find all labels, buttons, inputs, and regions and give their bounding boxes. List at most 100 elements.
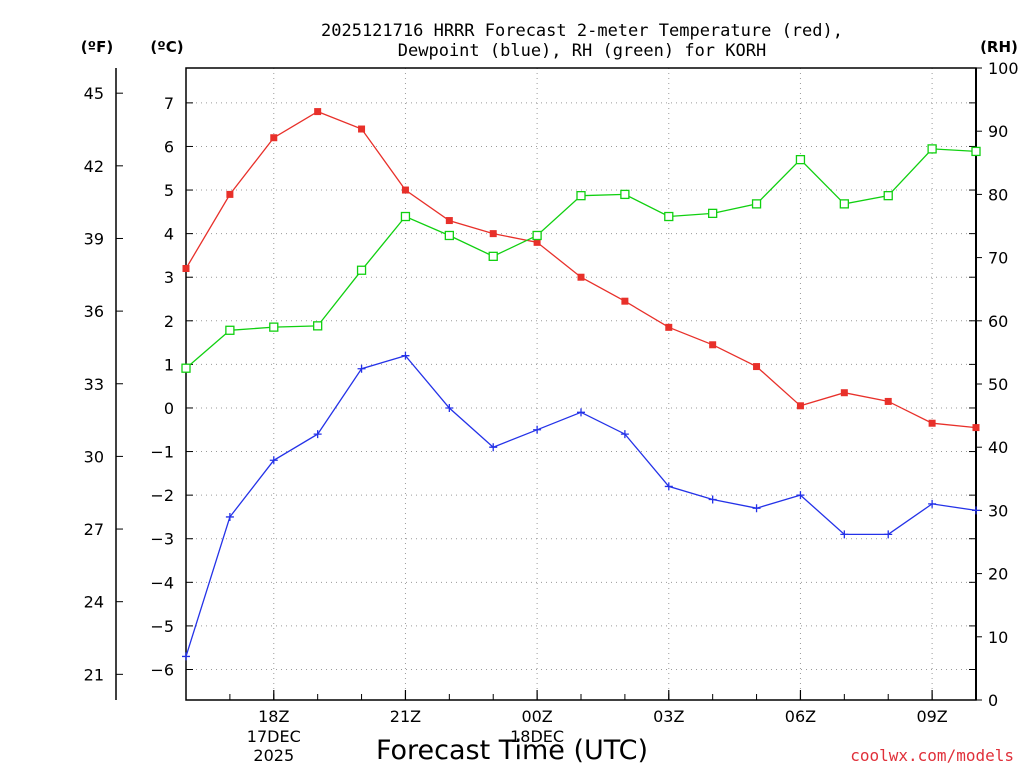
temperature-line — [185, 110, 977, 429]
fahrenheit-tick-label: 27 — [84, 520, 104, 539]
rh-tick-label: 40 — [988, 438, 1008, 457]
x-tick-label: 00Z — [521, 707, 552, 726]
rh-point — [927, 144, 937, 154]
temperature-point — [796, 402, 804, 410]
grid-lines — [186, 68, 976, 700]
x-tick-label: 18Z — [258, 707, 289, 726]
dewpoint-point — [445, 403, 454, 412]
rh-tick-label: 0 — [988, 691, 998, 710]
rh-tick-label: 80 — [988, 185, 1008, 204]
temperature-point — [182, 264, 190, 272]
rh-tick-label: 10 — [988, 628, 1008, 647]
dewpoint-point — [357, 364, 366, 373]
celsius-tick-label: 4 — [164, 225, 174, 244]
dewpoint-point — [577, 408, 585, 417]
celsius-tick-label: 6 — [164, 137, 174, 156]
rh-point — [620, 189, 630, 200]
celsius-tick-label: −1 — [150, 443, 174, 462]
dewpoint-point — [840, 530, 849, 539]
temperature-point — [928, 419, 936, 427]
fahrenheit-tick-label: 24 — [84, 593, 104, 612]
dewpoint-point — [664, 482, 673, 491]
x-date-label: 17DEC — [247, 727, 301, 746]
dewpoint-point — [620, 430, 629, 439]
temperature-point — [314, 108, 322, 116]
rh-point — [225, 325, 235, 335]
rh-unit-label: (RH) — [980, 38, 1018, 56]
rh-tick-label: 20 — [988, 565, 1008, 584]
fahrenheit-tick-label: 30 — [84, 447, 104, 466]
x-date-label: 2025 — [253, 746, 294, 765]
celsius-unit-label: (ºC) — [150, 38, 183, 56]
celsius-tick-label: −2 — [150, 486, 174, 505]
series-temperature — [182, 108, 980, 432]
celsius-tick-label: 0 — [164, 399, 174, 418]
series-rh — [181, 144, 981, 373]
dewpoint-point — [489, 443, 498, 452]
fahrenheit-tick-label: 42 — [84, 157, 104, 176]
temperature-point — [753, 363, 761, 371]
x-tick-label: 09Z — [916, 707, 947, 726]
rh-point — [532, 230, 542, 241]
rh-point — [751, 199, 762, 209]
rh-point — [839, 199, 849, 209]
temperature-point — [445, 217, 453, 225]
dewpoint-point — [752, 504, 761, 513]
dewpoint-point — [796, 491, 805, 500]
celsius-tick-label: −3 — [150, 530, 174, 549]
temperature-point — [840, 389, 848, 397]
data-series — [181, 108, 981, 661]
celsius-tick-label: −6 — [150, 660, 174, 679]
temperature-point — [665, 323, 673, 331]
rh-point — [356, 265, 367, 275]
rh-point — [444, 230, 454, 241]
fahrenheit-unit-label: (ºF) — [81, 38, 113, 56]
rh-tick-label: 30 — [988, 501, 1008, 520]
rh-point — [971, 146, 981, 157]
series-dewpoint — [182, 351, 980, 661]
dewpoint-point — [269, 456, 278, 465]
temperature-point — [533, 238, 541, 246]
fahrenheit-tick-label: 36 — [84, 302, 104, 321]
dewpoint-point — [884, 530, 893, 539]
fahrenheit-tick-label: 39 — [84, 229, 104, 248]
rh-point — [576, 191, 586, 201]
celsius-tick-label: −5 — [150, 617, 174, 636]
rh-point — [795, 154, 806, 165]
rh-point — [708, 208, 718, 219]
fahrenheit-tick-label: 21 — [84, 665, 104, 684]
celsius-tick-label: 2 — [164, 312, 174, 331]
credit-text: coolwx.com/models — [850, 746, 1014, 765]
rh-point — [488, 251, 498, 261]
temperature-point — [226, 190, 234, 198]
fahrenheit-tick-label: 33 — [84, 375, 104, 394]
celsius-tick-label: 7 — [164, 94, 174, 113]
x-tick-label: 21Z — [390, 707, 421, 726]
temperature-point — [577, 273, 585, 281]
rh-tick-label: 90 — [988, 122, 1008, 141]
dewpoint-point — [533, 425, 542, 434]
tick-labels: −6−5−4−3−2−10123456721242730333639424501… — [84, 59, 1019, 765]
dewpoint-point — [182, 652, 190, 661]
dewpoint-line — [185, 354, 977, 657]
x-date-label: 18DEC — [510, 727, 564, 746]
temperature-point — [884, 397, 892, 405]
celsius-tick-label: 3 — [164, 268, 174, 287]
temperature-point — [621, 297, 629, 305]
rh-point — [181, 363, 191, 373]
dewpoint-point — [972, 506, 980, 515]
temperature-point — [270, 134, 278, 142]
axes — [115, 67, 982, 701]
temperature-point — [401, 186, 409, 194]
dewpoint-point — [225, 512, 234, 521]
temperature-point — [489, 230, 497, 238]
celsius-tick-label: 5 — [164, 181, 174, 200]
rh-point — [883, 191, 893, 201]
temperature-point — [972, 424, 980, 432]
rh-line — [185, 148, 977, 369]
dewpoint-point — [313, 430, 322, 439]
x-tick-label: 03Z — [653, 707, 684, 726]
rh-tick-label: 100 — [988, 59, 1019, 78]
temperature-point — [709, 341, 717, 349]
